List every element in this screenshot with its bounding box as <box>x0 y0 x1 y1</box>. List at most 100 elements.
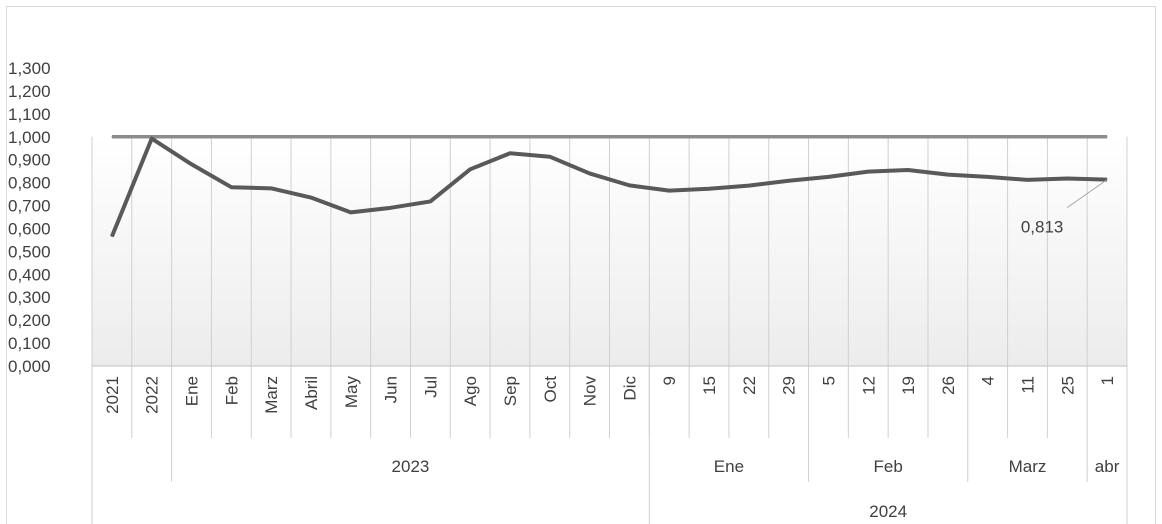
data-point-main <box>270 187 272 189</box>
y-tick-label: 0,200 <box>8 311 51 330</box>
x-category-label: Feb <box>222 376 241 405</box>
data-point-main <box>1026 179 1028 181</box>
group-label-level2: Feb <box>874 457 903 476</box>
x-category-label: 2021 <box>103 376 122 414</box>
x-category-label: 9 <box>660 376 679 385</box>
data-point-reference <box>987 136 989 138</box>
data-point-main <box>350 211 352 213</box>
y-tick-label: 0,700 <box>8 197 51 216</box>
data-point-reference <box>907 136 909 138</box>
data-point-main <box>390 207 392 209</box>
data-point-main <box>589 172 591 174</box>
x-category-label: Nov <box>581 376 600 407</box>
x-category-label: 25 <box>1058 376 1077 395</box>
x-category-label: Marz <box>262 376 281 414</box>
data-point-main <box>1066 177 1068 179</box>
y-tick-label: 0,800 <box>8 174 51 193</box>
data-point-reference <box>748 136 750 138</box>
data-point-reference <box>429 136 431 138</box>
data-point-reference <box>509 136 511 138</box>
data-point-reference <box>628 136 630 138</box>
data-point-main <box>509 152 511 154</box>
data-point-reference <box>589 136 591 138</box>
y-tick-label: 0,600 <box>8 219 51 238</box>
group-label-level2: Ene <box>714 457 744 476</box>
data-point-main <box>748 185 750 187</box>
data-point-main <box>429 200 431 202</box>
data-point-main <box>469 168 471 170</box>
data-point-main <box>708 188 710 190</box>
data-point-reference <box>270 136 272 138</box>
x-category-label: 4 <box>979 376 998 385</box>
annotation-leader-line <box>1066 179 1108 209</box>
data-point-main <box>230 186 232 188</box>
x-category-label: Abril <box>302 376 321 410</box>
x-category-label: 2022 <box>143 376 162 414</box>
data-point-reference <box>708 136 710 138</box>
x-category-label: Ene <box>183 376 202 406</box>
data-point-reference <box>788 136 790 138</box>
y-tick-label: 1,100 <box>8 105 51 124</box>
data-point-main <box>111 235 113 237</box>
group-label-level3: 2024 <box>869 502 907 521</box>
x-category-label: Ago <box>461 376 480 406</box>
y-tick-label: 0,500 <box>8 242 51 261</box>
data-point-reference <box>1026 136 1028 138</box>
data-point-main <box>668 190 670 192</box>
data-point-main <box>628 184 630 186</box>
data-point-reference <box>1106 136 1108 138</box>
data-point-reference <box>668 136 670 138</box>
x-category-label: Oct <box>541 376 560 403</box>
x-category-label: 1 <box>1098 376 1117 385</box>
group-label-level2: Marz <box>1009 457 1047 476</box>
group-label-level2: abr <box>1095 457 1120 476</box>
y-tick-label: 0,400 <box>8 265 51 284</box>
y-tick-label: 1,300 <box>8 59 51 78</box>
x-category-label: Dic <box>620 376 639 401</box>
data-point-reference <box>310 136 312 138</box>
data-point-reference <box>867 136 869 138</box>
x-category-label: 29 <box>780 376 799 395</box>
data-label-last-value: 0,813 <box>1021 218 1064 237</box>
x-category-label: 26 <box>939 376 958 395</box>
x-category-label: 15 <box>700 376 719 395</box>
y-tick-label: 1,000 <box>8 128 51 147</box>
data-point-reference <box>827 136 829 138</box>
data-point-main <box>947 174 949 176</box>
data-point-main <box>987 176 989 178</box>
data-point-reference <box>350 136 352 138</box>
data-point-main <box>151 138 153 140</box>
chart-border <box>6 6 1156 524</box>
data-point-main <box>310 197 312 199</box>
x-category-label: May <box>342 376 361 409</box>
data-point-reference <box>469 136 471 138</box>
x-category-label: 12 <box>859 376 878 395</box>
data-point-main <box>549 156 551 158</box>
data-point-reference <box>191 136 193 138</box>
data-point-main <box>191 163 193 165</box>
x-category-label: Jul <box>421 376 440 398</box>
x-category-label: 5 <box>819 376 838 385</box>
x-category-label: 11 <box>1018 376 1037 394</box>
data-point-reference <box>111 136 113 138</box>
x-category-label: Jun <box>382 376 401 403</box>
y-tick-label: 0,100 <box>8 334 51 353</box>
data-point-main <box>827 176 829 178</box>
group-label-level2: 2023 <box>392 457 430 476</box>
data-point-main <box>867 171 869 173</box>
y-tick-label: 0,000 <box>8 357 51 376</box>
y-tick-label: 0,900 <box>8 151 51 170</box>
data-point-main <box>907 169 909 171</box>
x-category-label: Sep <box>501 376 520 406</box>
data-point-reference <box>1066 136 1068 138</box>
x-category-label: 19 <box>899 376 918 395</box>
data-point-reference <box>549 136 551 138</box>
series-line-main <box>110 136 1108 238</box>
x-category-label: 22 <box>740 376 759 395</box>
y-tick-label: 1,200 <box>8 82 51 101</box>
data-point-reference <box>230 136 232 138</box>
data-point-main <box>788 180 790 182</box>
data-point-reference <box>947 136 949 138</box>
